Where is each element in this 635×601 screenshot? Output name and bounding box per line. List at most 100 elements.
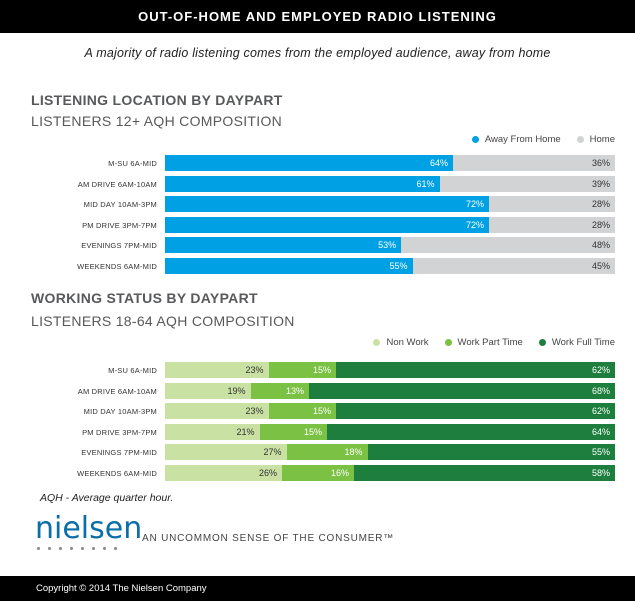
category-label: WEEKENDS 6AM-MID bbox=[77, 261, 157, 271]
bar-segment: 13% bbox=[250, 382, 309, 399]
chart2-subtitle: LISTENERS 18-64 AQH COMPOSITION bbox=[31, 313, 295, 329]
bar-track: 19% 13% 68% bbox=[165, 382, 615, 399]
bar-segment: 23% bbox=[165, 403, 269, 419]
legend-swatch bbox=[444, 339, 452, 346]
bar-segment: 55% bbox=[367, 444, 615, 460]
data-label: 28% bbox=[591, 199, 610, 209]
legend-label: Non Work bbox=[386, 337, 429, 348]
data-label: 72% bbox=[465, 199, 484, 209]
bar-segment: 39% bbox=[439, 175, 615, 192]
bar-track: 23% 15% 62% bbox=[165, 403, 615, 419]
data-label: 19% bbox=[227, 385, 246, 396]
footnote: AQH - Average quarter hour. bbox=[40, 492, 174, 504]
legend-label: Away From Home bbox=[484, 134, 561, 145]
chart-row: PM DRIVE 3PM-7PM 21% 15% 64% bbox=[0, 423, 635, 440]
legend-swatch bbox=[538, 339, 546, 346]
category-label: PM DRIVE 3PM-7PM bbox=[82, 220, 157, 230]
bar-segment: 58% bbox=[354, 464, 615, 481]
bar-segment: 48% bbox=[401, 237, 615, 253]
legend-label: Work Full Time bbox=[551, 337, 615, 348]
chart-row: AM DRIVE 6AM-10AM 61% 39% bbox=[0, 175, 635, 192]
category-label: PM DRIVE 3PM-7PM bbox=[82, 427, 157, 437]
bar-segment: 28% bbox=[489, 216, 615, 233]
logo-dots bbox=[37, 547, 130, 550]
chart-row: EVENINGS 7PM-MID 53% 48% bbox=[0, 237, 635, 253]
chart-row: AM DRIVE 6AM-10AM 19% 13% 68% bbox=[0, 382, 635, 399]
legend-swatch bbox=[576, 136, 584, 143]
data-label: 62% bbox=[591, 365, 610, 375]
bar-track: 72% 28% bbox=[165, 216, 615, 233]
chart1-subtitle: LISTENERS 12+ AQH COMPOSITION bbox=[31, 113, 283, 129]
data-label: 45% bbox=[591, 260, 610, 271]
bar-segment: 15% bbox=[268, 362, 336, 378]
bar-segment: 15% bbox=[268, 403, 336, 419]
chart1-legend: Away From Home Home bbox=[471, 134, 615, 145]
legend-item-1: Work Part Time bbox=[444, 337, 523, 348]
bar-track: 64% 36% bbox=[165, 155, 615, 171]
bar-segment: 19% bbox=[165, 382, 251, 399]
data-label: 53% bbox=[378, 240, 397, 250]
legend-item-2: Work Full Time bbox=[538, 337, 615, 348]
chart2-title: WORKING STATUS BY DAYPART bbox=[31, 290, 258, 306]
page-subtitle: A majority of radio listening comes from… bbox=[84, 46, 551, 60]
chart2-legend: Non Work Work Part Time Work Full Time bbox=[373, 337, 615, 348]
legend-item-1: Home bbox=[576, 134, 615, 145]
category-label: MID DAY 10AM-3PM bbox=[83, 200, 157, 209]
bar-segment: 21% bbox=[165, 423, 260, 440]
bar-segment: 15% bbox=[259, 423, 327, 440]
brand-tagline: AN UNCOMMON SENSE OF THE CONSUMER™ bbox=[142, 533, 395, 544]
bar-segment: 64% bbox=[165, 155, 453, 171]
bar-track: 27% 18% 55% bbox=[165, 444, 615, 460]
data-label: 26% bbox=[258, 467, 277, 478]
data-label: 23% bbox=[245, 406, 264, 416]
category-label: M-SU 6A-MID bbox=[108, 366, 157, 375]
category-label: MID DAY 10AM-3PM bbox=[83, 407, 157, 416]
chart-row: WEEKENDS 6AM-MID 55% 45% bbox=[0, 257, 635, 274]
data-label: 48% bbox=[591, 240, 610, 250]
bar-segment: 62% bbox=[336, 403, 615, 419]
category-label: AM DRIVE 6AM-10AM bbox=[77, 179, 157, 189]
bar-segment: 61% bbox=[165, 175, 440, 192]
data-label: 61% bbox=[416, 178, 435, 189]
chart-row: M-SU 6A-MID 64% 36% bbox=[0, 155, 635, 171]
chart-row: MID DAY 10AM-3PM 72% 28% bbox=[0, 196, 635, 212]
data-label: 62% bbox=[591, 406, 610, 416]
data-label: 15% bbox=[303, 426, 322, 437]
data-label: 55% bbox=[591, 447, 610, 457]
bar-segment: 45% bbox=[412, 257, 615, 274]
data-label: 23% bbox=[245, 365, 264, 375]
bar-segment: 64% bbox=[327, 423, 615, 440]
category-label: EVENINGS 7PM-MID bbox=[81, 448, 157, 457]
copyright-text: Copyright © 2014 The Nielsen Company bbox=[36, 583, 207, 594]
legend-swatch bbox=[373, 339, 381, 346]
chart-row: MID DAY 10AM-3PM 23% 15% 62% bbox=[0, 403, 635, 419]
legend-item-0: Away From Home bbox=[471, 134, 561, 145]
bar-track: 21% 15% 64% bbox=[165, 423, 615, 440]
data-label: 18% bbox=[344, 447, 363, 457]
data-label: 36% bbox=[591, 158, 610, 168]
data-label: 64% bbox=[591, 426, 610, 437]
bar-track: 61% 39% bbox=[165, 175, 615, 192]
bar-segment: 72% bbox=[165, 216, 489, 233]
bar-segment: 36% bbox=[453, 155, 615, 171]
data-label: 15% bbox=[312, 365, 331, 375]
legend-label: Home bbox=[589, 134, 615, 145]
bar-segment: 53% bbox=[165, 237, 402, 253]
data-label: 58% bbox=[591, 467, 610, 478]
header-bar: OUT-OF-HOME AND EMPLOYED RADIO LISTENING bbox=[0, 0, 635, 33]
chart-row: WEEKENDS 6AM-MID 26% 16% 58% bbox=[0, 464, 635, 481]
data-label: 39% bbox=[591, 178, 610, 189]
category-label: EVENINGS 7PM-MID bbox=[81, 241, 157, 250]
data-label: 27% bbox=[263, 447, 282, 457]
bar-track: 55% 45% bbox=[165, 257, 615, 274]
bar-track: 26% 16% 58% bbox=[165, 464, 615, 481]
legend-label: Work Part Time bbox=[457, 337, 523, 348]
bar-segment: 23% bbox=[165, 362, 269, 378]
logo-text: nielsen bbox=[35, 511, 143, 546]
bar-segment: 26% bbox=[165, 464, 282, 481]
data-label: 21% bbox=[236, 426, 255, 437]
data-label: 72% bbox=[465, 219, 484, 230]
data-label: 16% bbox=[330, 467, 349, 478]
bar-segment: 16% bbox=[282, 464, 354, 481]
bar-segment: 28% bbox=[489, 196, 615, 212]
